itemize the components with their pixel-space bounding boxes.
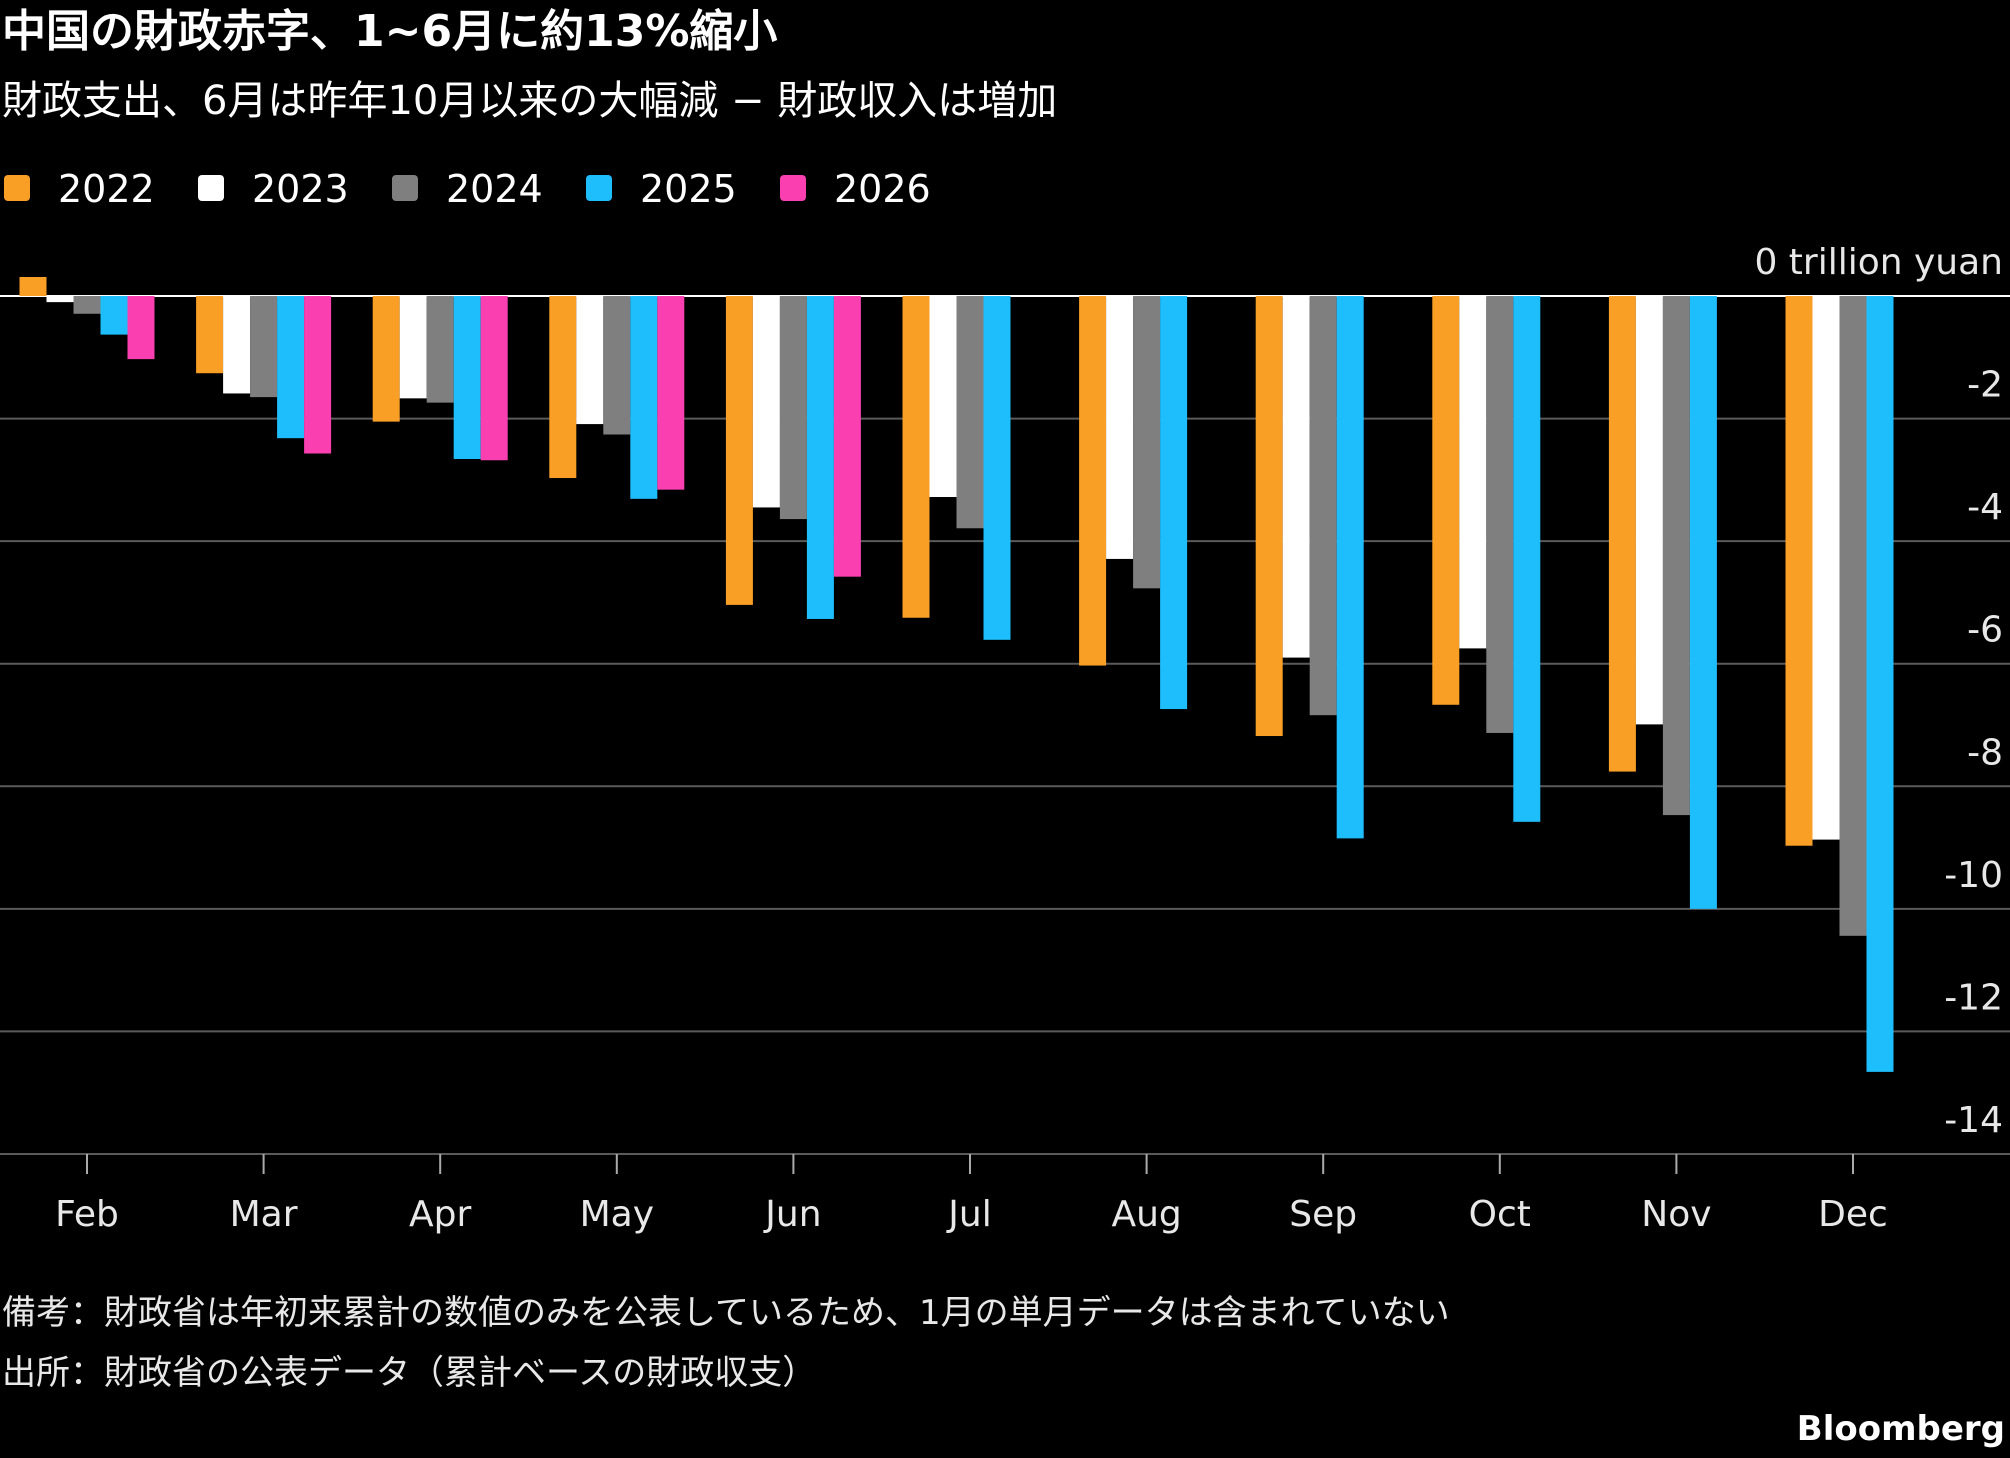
bar [1160, 296, 1188, 710]
y-tick-label: -14 [1944, 1100, 2003, 1141]
bar [779, 296, 807, 520]
bar [1079, 296, 1107, 666]
x-tick-label: Aug [1111, 1194, 1181, 1235]
bar [127, 296, 155, 360]
bar [576, 296, 604, 425]
x-tick-label: Jun [763, 1194, 821, 1235]
bar [453, 296, 481, 460]
y-tick-label: -2 [1967, 365, 2003, 406]
x-tick-label: Mar [230, 1194, 298, 1235]
bar [1866, 296, 1894, 1072]
x-tick-label: Dec [1818, 1194, 1888, 1235]
x-tick-label: Sep [1289, 1194, 1357, 1235]
bar [399, 296, 427, 399]
legend-swatch [780, 175, 806, 201]
bar [549, 296, 577, 479]
bar [1133, 296, 1161, 589]
y-tick-label: -12 [1944, 977, 2003, 1018]
y-tick-label: -6 [1967, 610, 2003, 651]
legend-label: 2026 [834, 167, 931, 211]
bar [752, 296, 780, 508]
legend-swatch [392, 175, 418, 201]
x-tick-label: Feb [55, 1194, 119, 1235]
legend-swatch [4, 175, 30, 201]
legend-label: 2024 [446, 167, 543, 211]
bar [480, 296, 508, 461]
chart-title: 中国の財政赤字、1~6月に約13%縮小 [2, 6, 777, 57]
legend-label: 2023 [252, 167, 349, 211]
bar [725, 296, 753, 605]
bar [1662, 296, 1690, 816]
chart-subtitle: 財政支出、6月は昨年10月以来の大幅減 − 財政収入は増加 [2, 78, 1057, 124]
bar [1486, 296, 1514, 733]
x-tick-label: May [580, 1194, 654, 1235]
bar [46, 296, 74, 303]
bar [304, 296, 332, 454]
legend-label: 2022 [58, 167, 155, 211]
bar [250, 296, 278, 398]
y-tick-label: -4 [1967, 487, 2003, 528]
bar [983, 296, 1011, 640]
x-tick-label: Apr [409, 1194, 471, 1235]
bar [426, 296, 454, 403]
y-tick-label: 0 trillion yuan [1754, 242, 2003, 283]
bar [1785, 296, 1813, 846]
x-tick-label: Oct [1469, 1194, 1531, 1235]
bar [630, 296, 658, 499]
bar [73, 296, 101, 314]
bar [833, 296, 861, 577]
bar [223, 296, 251, 394]
bar [1513, 296, 1541, 822]
bar [956, 296, 984, 529]
bar [1336, 296, 1364, 839]
bar [1106, 296, 1134, 559]
bar [929, 296, 957, 498]
bar [806, 296, 834, 619]
bar [372, 296, 400, 422]
bar [657, 296, 685, 490]
bar [1689, 296, 1717, 909]
x-tick-label: Nov [1641, 1194, 1711, 1235]
bar [1812, 296, 1840, 840]
y-tick-label: -10 [1944, 855, 2003, 896]
bar [1608, 296, 1636, 772]
bar [100, 296, 128, 335]
bar [1635, 296, 1663, 725]
legend-swatch [198, 175, 224, 201]
bar [196, 296, 224, 374]
brand: Bloomberg [1797, 1409, 2005, 1449]
bar [277, 296, 305, 439]
bar [1309, 296, 1337, 716]
note: 備考：財政省は年初来累計の数値のみを公表しているため、1月の単月データは含まれて… [2, 1293, 1450, 1333]
bar [1255, 296, 1283, 737]
legend-label: 2025 [640, 167, 737, 211]
legend-swatch [586, 175, 612, 201]
x-tick-label: Jul [946, 1194, 991, 1235]
source: 出所：財政省の公表データ（累計ベースの財政収支） [2, 1353, 816, 1393]
bar [19, 277, 47, 296]
bar [902, 296, 930, 618]
bar [1282, 296, 1310, 658]
y-tick-label: -8 [1967, 732, 2003, 773]
bar [603, 296, 631, 435]
bar [1432, 296, 1460, 705]
bar [1459, 296, 1487, 649]
bar [1839, 296, 1867, 936]
